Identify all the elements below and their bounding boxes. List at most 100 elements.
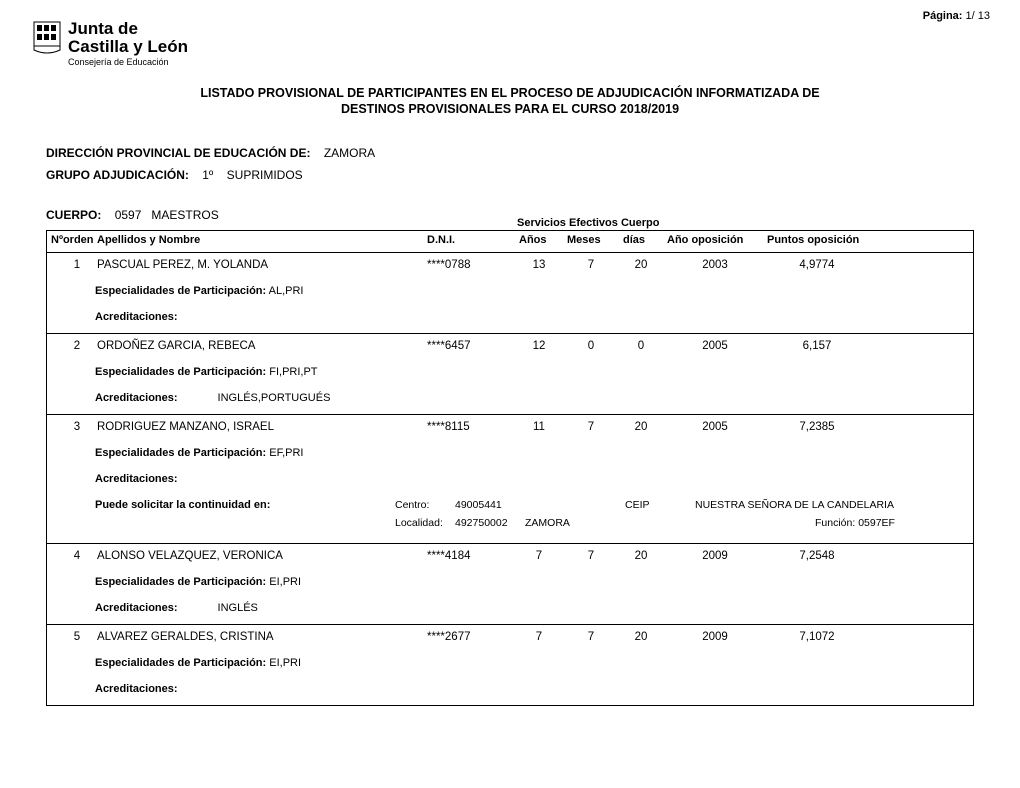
cell-anos: 12 [519,340,559,352]
especialidades-line: Especialidades de Participación: EI,PRI [95,576,973,588]
cell-dni: ****2677 [427,631,507,643]
especialidades-line: Especialidades de Participación: AL,PRI [95,285,973,297]
col-orden: Nºorden [51,234,94,246]
cell-nombre: RODRIGUEZ MANZANO, ISRAEL [97,421,397,433]
especialidades-line: Especialidades de Participación: EI,PRI [95,657,973,669]
col-dias: días [623,234,645,246]
page-number: Página: 1/ 13 [923,10,990,22]
cell-meses: 7 [571,259,611,271]
col-ano-op: Año oposición [667,234,743,246]
cell-anos: 13 [519,259,559,271]
acred-label: Acreditaciones: [95,392,178,404]
header-logo: Junta de Castilla y León Consejería de E… [32,20,188,67]
centro-lbl: Centro: [395,499,429,511]
acred-label: Acreditaciones: [95,311,178,323]
cell-ano_op: 2003 [675,259,755,271]
grupo-label: GRUPO ADJUDICACIÓN: [46,168,189,182]
cell-puntos: 7,2548 [767,550,867,562]
grupo-num: 1º [202,168,213,182]
acred-label: Acreditaciones: [95,473,178,485]
esp-value: EI,PRI [269,657,301,669]
cell-meses: 7 [571,550,611,562]
cell-orden: 5 [63,631,91,643]
logo-line2: Castilla y León [68,38,188,56]
esp-label: Especialidades de Participación: [95,285,266,297]
cell-anos: 7 [519,550,559,562]
cell-ano_op: 2009 [675,631,755,643]
esp-label: Especialidades de Participación: [95,366,266,378]
cell-meses: 7 [571,631,611,643]
cell-dias: 0 [621,340,661,352]
crest-icon [32,20,62,54]
cell-meses: 0 [571,340,611,352]
table-row: 1 PASCUAL PEREZ, M. YOLANDA ****0788 13 7 20 2… [47,253,973,334]
acred-value: INGLÉS,PORTUGUÉS [218,392,331,404]
cell-dni: ****8115 [427,421,507,433]
esp-label: Especialidades de Participación: [95,576,266,588]
cell-nombre: PASCUAL PEREZ, M. YOLANDA [97,259,397,271]
col-servicios: Servicios Efectivos Cuerpo [517,217,659,229]
esp-value: EI,PRI [269,576,301,588]
localidad-code: 492750002 [455,517,508,529]
meta-direccion: DIRECCIÓN PROVINCIAL DE EDUCACIÓN DE: ZA… [46,146,375,160]
esp-label: Especialidades de Participación: [95,447,266,459]
acreditaciones-line: Acreditaciones: INGLÉS,PORTUGUÉS [95,392,973,404]
cell-nombre: ALVAREZ GERALDES, CRISTINA [97,631,397,643]
cell-puntos: 6,157 [767,340,867,352]
table-row: 4ALONSO VELAZQUEZ, VERONICA****418477202… [47,544,973,625]
cell-orden: 1 [63,259,91,271]
cell-puntos: 7,2385 [767,421,867,433]
cell-anos: 7 [519,631,559,643]
grupo-value: SUPRIMIDOS [227,168,303,182]
cell-dias: 20 [621,631,661,643]
page-value: 1/ 13 [966,10,990,22]
cell-nombre: ALONSO VELAZQUEZ, VERONICA [97,550,397,562]
table-row: 5 ALVAREZ GERALDES, CRISTINA ****2677 77 20 2… [47,625,973,705]
acred-label: Acreditaciones: [95,602,178,614]
cuerpo-code: 0597 [115,208,142,222]
funcion: Función: 0597EF [815,517,895,529]
document-title: LISTADO PROVISIONAL DE PARTICIPANTES EN … [0,86,1020,117]
acreditaciones-line: Acreditaciones: [95,311,973,323]
continuidad-block: Puede solicitar la continuidad en: Centro… [95,499,973,533]
cell-nombre: ORDOÑEZ GARCIA, REBECA [97,340,397,352]
esp-value: FI,PRI,PT [269,366,317,378]
especialidades-line: Especialidades de Participación: FI,PRI,… [95,366,973,378]
acred-label: Acreditaciones: [95,683,178,695]
cell-dias: 20 [621,259,661,271]
cell-orden: 2 [63,340,91,352]
acreditaciones-line: Acreditaciones: INGLÉS [95,602,973,614]
centro-tipo: CEIP [625,499,650,511]
cell-ano_op: 2005 [675,421,755,433]
acreditaciones-line: Acreditaciones: [95,473,973,485]
col-meses: Meses [567,234,601,246]
cuerpo-label: CUERPO: [46,208,101,222]
especialidades-line: Especialidades de Participación: EF,PRI [95,447,973,459]
centro-code: 49005441 [455,499,502,511]
table-row: 2ORDOÑEZ GARCIA, REBECA****6457120020056… [47,334,973,415]
cell-puntos: 7,1072 [767,631,867,643]
esp-value: EF,PRI [269,447,303,459]
direccion-value: ZAMORA [324,146,375,160]
acred-value: INGLÉS [218,602,258,614]
cuerpo-value: MAESTROS [151,208,218,222]
cell-dni: ****4184 [427,550,507,562]
localidad-lbl: Localidad: [395,517,443,529]
page-label: Página: [923,10,963,22]
logo-text: Junta de Castilla y León Consejería de E… [68,20,188,67]
localidad-nombre: ZAMORA [525,517,570,529]
cell-puntos: 4,9774 [767,259,867,271]
cell-meses: 7 [571,421,611,433]
cell-orden: 4 [63,550,91,562]
cont-label: Puede solicitar la continuidad en: [95,499,270,511]
centro-nombre: NUESTRA SEÑORA DE LA CANDELARIA [695,499,894,511]
logo-line3: Consejería de Educación [68,58,188,67]
cell-dni: ****6457 [427,340,507,352]
rows-container: 1PASCUAL PEREZ, M. YOLANDA****0788137202… [47,253,973,705]
table-row: 3RODRIGUEZ MANZANO, ISRAEL****8115117202… [47,415,973,544]
cell-dias: 20 [621,421,661,433]
meta-cuerpo: CUERPO: 0597 MAESTROS [46,208,219,222]
participants-table: Servicios Efectivos Cuerpo Nºorden Apell… [46,230,974,706]
cell-dni: ****0788 [427,259,507,271]
logo-line1: Junta de [68,20,188,38]
